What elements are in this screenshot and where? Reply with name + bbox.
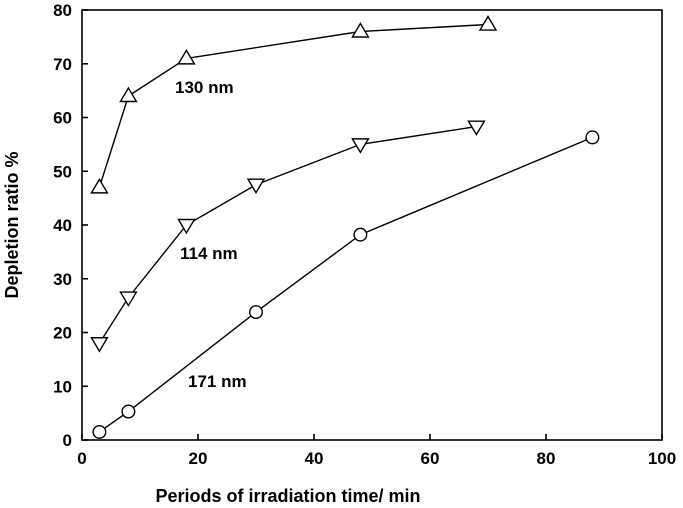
series-line-0	[98, 23, 489, 188]
data-point	[353, 227, 368, 242]
data-point	[92, 424, 107, 439]
data-point	[90, 337, 109, 353]
y-tick-label: 70	[53, 55, 72, 74]
series-line-2	[98, 136, 593, 433]
y-axis: 0 10 20 30 40 50 60 70 80	[53, 1, 88, 450]
x-tick-label: 0	[77, 449, 86, 468]
data-point	[119, 86, 138, 103]
data-point	[90, 178, 109, 194]
series-label-171nm: 171 nm	[188, 372, 247, 391]
data-point	[121, 404, 136, 419]
data-point	[177, 49, 196, 65]
data-point	[478, 15, 498, 31]
data-point	[248, 305, 263, 320]
data-point	[467, 120, 486, 137]
x-tick-label: 20	[189, 449, 208, 468]
plot-frame	[81, 9, 663, 441]
y-tick-label: 40	[53, 216, 72, 235]
y-tick-label: 50	[53, 162, 72, 181]
data-point	[351, 22, 370, 38]
series-label-114nm: 114 nm	[180, 244, 238, 263]
x-tick-label: 100	[648, 449, 676, 468]
data-point	[585, 130, 600, 145]
x-axis-title: Periods of irradiation time/ min	[155, 486, 420, 506]
data-point	[177, 218, 196, 235]
y-tick-label: 0	[63, 431, 72, 450]
x-axis: 0 20 40 60 80 100	[77, 434, 676, 468]
data-point	[119, 291, 138, 307]
y-tick-label: 10	[53, 377, 72, 396]
series-label-130nm: 130 nm	[175, 78, 234, 97]
y-axis-title: Depletion ratio %	[2, 151, 22, 298]
y-tick-label: 80	[53, 1, 72, 20]
data-point	[246, 178, 266, 195]
y-tick-label: 60	[53, 109, 72, 128]
series-layer	[90, 15, 600, 439]
data-point	[351, 138, 370, 154]
series-line-1	[98, 125, 477, 344]
y-tick-label: 30	[53, 270, 72, 289]
x-tick-label: 80	[537, 449, 556, 468]
y-tick-label: 20	[53, 324, 72, 343]
x-tick-label: 60	[421, 449, 440, 468]
x-tick-label: 40	[305, 449, 324, 468]
